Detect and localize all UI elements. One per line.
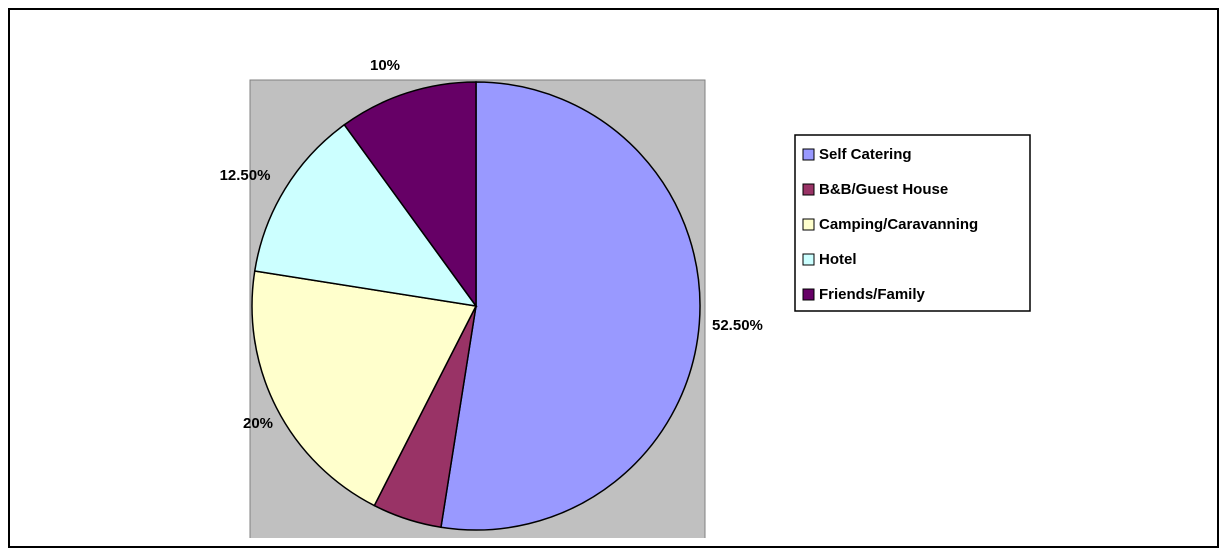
pie-slices	[251, 81, 701, 531]
pie-slice-hotel	[253, 123, 478, 308]
data-label: 20%	[243, 415, 273, 432]
legend-swatch	[802, 183, 815, 196]
legend-label: Hotel	[819, 251, 857, 268]
legend-swatch	[802, 148, 815, 161]
legend-box	[794, 134, 1031, 312]
legend-swatch	[802, 218, 815, 231]
legend-swatch	[802, 288, 815, 301]
legend-label: Friends/Family	[819, 286, 926, 303]
legend-label: B&B/Guest House	[819, 181, 948, 198]
data-label: 10%	[370, 57, 400, 74]
pie-slice-friends-family	[343, 81, 477, 309]
pie-slice-camping-caravanning	[251, 270, 478, 507]
legend-label: Self Catering	[819, 146, 912, 163]
data-label: 12.50%	[220, 167, 271, 184]
pie-slice-self-catering	[440, 81, 701, 531]
legend-label: Camping/Caravanning	[819, 216, 978, 233]
legend-swatch	[802, 253, 815, 266]
data-label: 52.50%	[712, 317, 763, 334]
pie-data-labels: 52.50% 20% 12.50% 10%	[220, 57, 763, 432]
legend: Self Catering B&B/Guest House Camping/Cara…	[794, 134, 1031, 312]
